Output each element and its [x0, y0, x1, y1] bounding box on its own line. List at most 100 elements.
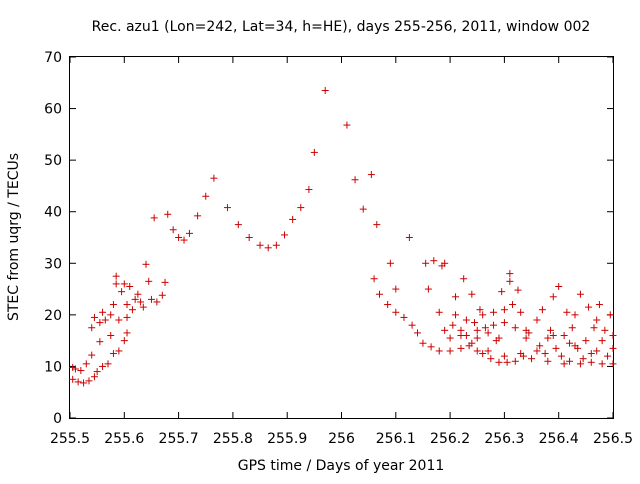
x-tick-label: 256.1 — [376, 431, 416, 447]
data-point — [452, 293, 460, 301]
data-point — [145, 277, 153, 285]
data-point — [408, 321, 416, 329]
data-point — [107, 311, 115, 319]
data-point — [576, 290, 584, 298]
data-point — [137, 298, 145, 306]
data-point — [498, 288, 506, 296]
data-point — [500, 319, 508, 327]
data-point — [590, 324, 598, 332]
data-point — [305, 186, 313, 194]
data-point — [517, 350, 525, 358]
data-point — [593, 347, 601, 355]
data-point — [500, 306, 508, 314]
x-tick-label: 255.5 — [50, 431, 90, 447]
data-point — [460, 275, 468, 283]
data-point — [468, 339, 476, 347]
data-point — [245, 234, 253, 241]
data-point — [484, 347, 492, 355]
data-point — [359, 205, 367, 213]
data-point — [272, 241, 280, 249]
data-point — [490, 308, 498, 316]
data-point — [587, 350, 595, 358]
data-point — [99, 362, 107, 370]
data-point — [544, 334, 552, 342]
data-point — [514, 286, 522, 294]
data-point — [376, 290, 384, 298]
data-point — [131, 295, 139, 303]
data-point — [468, 290, 476, 298]
data-point — [158, 291, 166, 299]
data-point — [164, 210, 172, 218]
data-point — [522, 334, 530, 342]
data-point — [471, 319, 479, 327]
data-point — [593, 316, 601, 324]
data-point — [280, 231, 288, 239]
x-tick-label: 255.8 — [213, 431, 253, 447]
data-point — [126, 282, 134, 290]
data-point — [123, 313, 131, 321]
data-point — [120, 280, 128, 288]
data-point — [419, 339, 427, 347]
data-point — [574, 344, 582, 352]
data-point — [566, 339, 574, 347]
data-point — [441, 259, 449, 267]
data-point — [88, 351, 96, 359]
data-point — [500, 352, 508, 360]
data-point — [109, 350, 117, 358]
chart-title: Rec. azu1 (Lon=242, Lat=34, h=HE), days … — [92, 19, 591, 35]
data-point — [93, 368, 101, 376]
data-point — [90, 313, 98, 321]
data-point — [128, 306, 136, 314]
data-point — [310, 148, 318, 156]
data-point — [405, 234, 413, 241]
data-point — [414, 329, 422, 337]
data-point — [566, 357, 574, 365]
x-tick-label: 256.2 — [430, 431, 470, 447]
y-tick-label: 70 — [44, 50, 62, 66]
data-point — [161, 278, 169, 286]
data-point — [169, 226, 177, 234]
data-point — [392, 285, 400, 293]
data-point — [115, 316, 123, 324]
data-point — [373, 221, 381, 229]
data-point — [343, 121, 351, 129]
data-point — [571, 311, 579, 319]
data-point — [560, 331, 568, 339]
data-point — [321, 87, 329, 95]
data-point — [506, 270, 514, 278]
data-point — [85, 377, 93, 385]
data-point — [525, 329, 533, 337]
data-point — [473, 347, 481, 355]
x-axis-label: GPS time / Days of year 2011 — [238, 458, 445, 474]
data-point — [511, 357, 519, 365]
data-point — [367, 171, 375, 179]
data-point — [538, 306, 546, 314]
data-point — [476, 306, 484, 314]
data-point — [495, 358, 503, 366]
data-point — [289, 215, 297, 223]
data-point — [82, 360, 90, 368]
data-point — [479, 311, 487, 319]
y-tick-label: 0 — [53, 411, 62, 427]
data-point — [202, 192, 210, 200]
data-point — [549, 331, 557, 339]
data-point — [115, 347, 123, 355]
data-point — [175, 234, 183, 241]
data-point — [587, 358, 595, 366]
data-point — [80, 379, 88, 387]
x-tick-label: 255.9 — [267, 431, 307, 447]
y-tick-label: 60 — [44, 102, 62, 118]
data-point — [88, 324, 96, 332]
x-tick-label: 256.4 — [539, 431, 579, 447]
data-point — [457, 344, 465, 352]
data-point — [210, 174, 218, 182]
data-point — [560, 360, 568, 368]
data-point — [123, 301, 131, 309]
data-point — [506, 277, 514, 285]
data-point — [71, 365, 79, 373]
data-point — [473, 326, 481, 334]
data-point — [557, 352, 565, 360]
data-point — [435, 347, 443, 355]
data-point — [370, 275, 378, 283]
